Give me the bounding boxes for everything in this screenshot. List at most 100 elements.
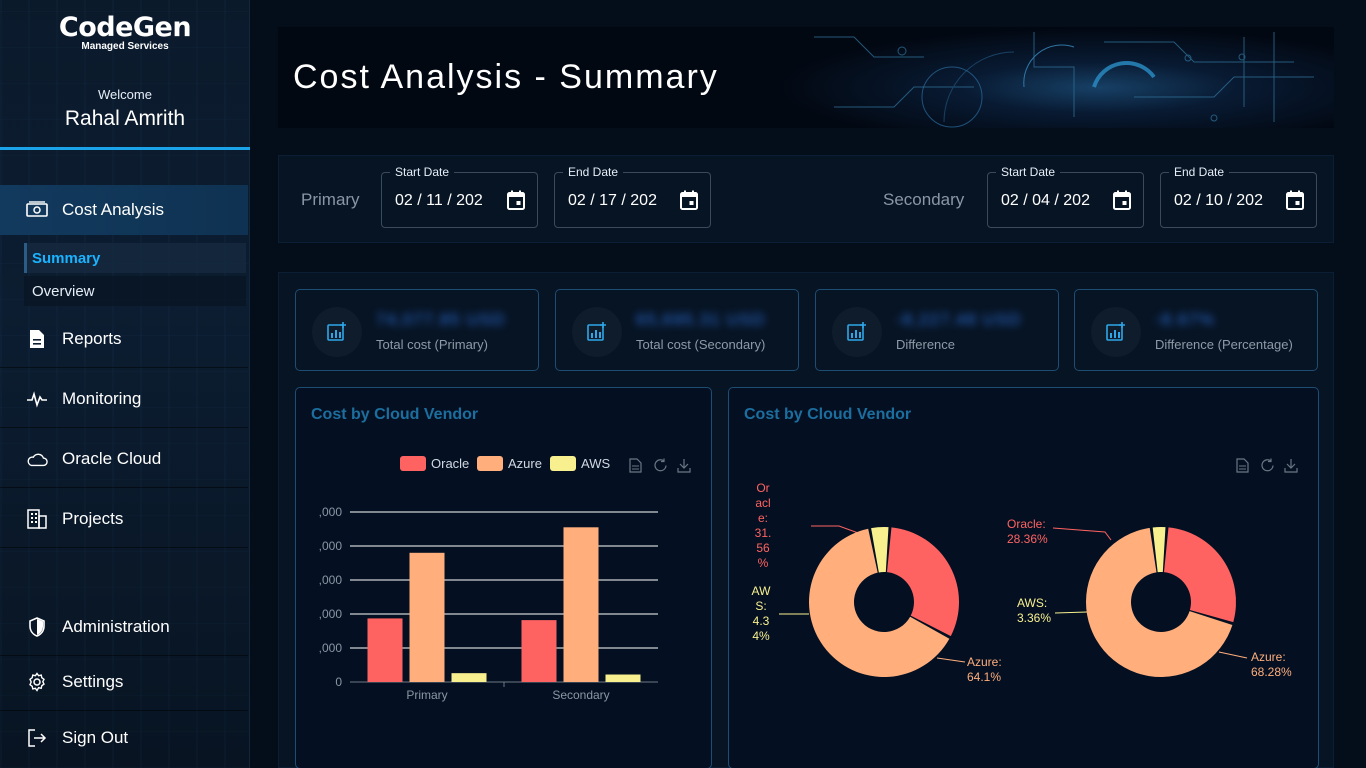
pie-slice-azure[interactable] — [809, 528, 950, 677]
pie-slice-oracle[interactable] — [1163, 527, 1236, 623]
chart-toolbox — [1236, 458, 1299, 473]
legend-label: Oracle — [431, 456, 470, 471]
money-icon — [26, 199, 48, 221]
secondary-start-date-value[interactable]: 02 / 04 / 202 — [1001, 192, 1090, 209]
gear-icon — [26, 671, 48, 693]
brand-logo[interactable]: CodeGen Managed Services — [0, 12, 250, 52]
primary-start-date-field[interactable]: Start Date 02 / 11 / 202 — [381, 165, 538, 228]
calendar-icon[interactable] — [680, 190, 698, 210]
primary-label: Primary — [301, 190, 360, 209]
page-header-banner: Cost Analysis - Summary — [278, 27, 1334, 128]
secondary-end-date-value[interactable]: 02 / 10 / 202 — [1174, 192, 1263, 209]
pie-chart-plot: Or acl e: 31. 56 % Azure: 64.1% AW S: 4.3 4% Oracle:… — [752, 481, 1292, 684]
legend-item-azure[interactable]: Azure — [477, 456, 542, 471]
calendar-icon[interactable] — [1113, 190, 1131, 210]
pie-slice-aws[interactable] — [871, 527, 889, 573]
bar-aws-secondary[interactable] — [605, 674, 641, 682]
kpi-value: 74,077.85 USD — [376, 310, 506, 329]
kpi-label: Difference — [896, 337, 956, 352]
field-label: End Date — [563, 165, 624, 179]
sidebar-item-cost-analysis[interactable]: Cost Analysis — [0, 185, 248, 235]
restore-icon[interactable] — [1260, 458, 1275, 473]
primary-end-date-field[interactable]: End Date 02 / 17 / 202 — [554, 165, 711, 228]
sidebar-item-oracle-cloud[interactable]: Oracle Cloud — [0, 434, 248, 488]
page-title: Cost Analysis - Summary — [293, 58, 719, 96]
sidebar-item-reports[interactable]: Reports — [0, 314, 248, 368]
chart-add-icon — [572, 307, 622, 357]
bar-aws-primary[interactable] — [451, 673, 487, 682]
bar-chart-panel: Cost by Cloud Vendor Oracle Azure AWS ,0… — [295, 387, 712, 768]
data-view-icon[interactable] — [1236, 458, 1251, 473]
sidebar-item-label: Oracle Cloud — [62, 449, 162, 468]
main-content: Cost Analysis - Summary Primary Start Da… — [252, 0, 1366, 768]
bar-azure-secondary[interactable] — [563, 527, 599, 682]
document-icon — [26, 328, 48, 350]
sidebar-item-label: Reports — [62, 329, 122, 348]
x-tick-label: Primary — [406, 688, 447, 702]
sidebar-item-monitoring[interactable]: Monitoring — [0, 374, 248, 428]
calendar-icon[interactable] — [1286, 190, 1304, 210]
secondary-end-date-field[interactable]: End Date 02 / 10 / 202 — [1160, 165, 1317, 228]
pie-label-aws: AW S: 4.3 4% — [752, 584, 772, 643]
data-view-icon[interactable] — [629, 458, 644, 473]
label-leader-line — [811, 525, 862, 535]
bar-oracle-primary[interactable] — [367, 618, 403, 682]
primary-end-date-value[interactable]: 02 / 17 / 202 — [568, 192, 657, 209]
kpi-card-total-primary: 74,077.85 USD Total cost (Primary) — [295, 289, 539, 371]
download-icon[interactable] — [677, 458, 692, 473]
chart-add-icon — [312, 307, 362, 357]
legend-item-oracle[interactable]: Oracle — [400, 456, 469, 471]
sidebar-item-label: Sign Out — [62, 728, 129, 747]
pie-slice-aws[interactable] — [1152, 527, 1166, 573]
download-icon[interactable] — [1284, 458, 1299, 473]
user-name: Rahal Amrith — [64, 107, 186, 130]
pie-slice-oracle[interactable] — [886, 527, 959, 637]
legend-swatch — [477, 456, 503, 471]
calendar-icon[interactable] — [507, 190, 525, 210]
building-icon — [26, 508, 48, 530]
sidebar-subitem-overview[interactable]: Overview — [24, 276, 246, 306]
bar-oracle-secondary[interactable] — [521, 620, 557, 682]
kpi-card-difference: -8,227.48 USD Difference — [815, 289, 1059, 371]
chart-title: Cost by Cloud Vendor — [744, 406, 912, 423]
legend-item-aws[interactable]: AWS — [550, 456, 610, 471]
pie-label-oracle: Oracle: 28.36% — [1007, 517, 1048, 546]
chart-title: Cost by Cloud Vendor — [311, 406, 479, 423]
label-leader-line — [1054, 611, 1088, 614]
legend-label: Azure — [508, 456, 542, 471]
kpi-value: 65,695.31 USD — [636, 310, 766, 329]
secondary-start-date-field[interactable]: Start Date 02 / 04 / 202 — [987, 165, 1144, 228]
pie-label-azure: Azure: 68.28% — [1251, 650, 1292, 679]
legend-label: AWS — [581, 456, 611, 471]
x-tick-label: Secondary — [552, 688, 609, 702]
kpi-label: Difference (Percentage) — [1155, 337, 1293, 352]
field-label: Start Date — [996, 165, 1061, 179]
label-leader-line — [936, 657, 966, 663]
pie-chart-panel: Cost by Cloud Vendor Or acl e: 31. 56% Azure:… — [728, 387, 1319, 768]
cloud-icon — [26, 448, 48, 470]
date-filter-panel: Primary Start Date 02 / 11 / 202 End Dat… — [278, 155, 1334, 243]
bar-chart-plot: ,000 ,000 ,000 ,000 ,000 0 Primary Secondary — [319, 505, 658, 702]
sidebar-item-settings[interactable]: Settings — [0, 657, 248, 711]
bar-azure-primary[interactable] — [409, 552, 445, 682]
sidebar-item-administration[interactable]: Administration — [0, 602, 248, 656]
sidebar: CodeGen Managed Services Welcome Rahal A… — [0, 0, 250, 768]
sidebar-item-sign-out[interactable]: Sign Out — [0, 713, 248, 763]
restore-icon[interactable] — [653, 458, 668, 473]
pie-slice-azure[interactable] — [1086, 527, 1233, 677]
pie-label-aws: AWS: 3.36% — [1017, 596, 1051, 625]
kpi-label: Total cost (Primary) — [376, 337, 488, 352]
kpi-value: -8,227.48 USD — [896, 310, 1022, 329]
kpi-value: -8.67% — [1155, 310, 1215, 329]
field-label: Start Date — [390, 165, 455, 179]
primary-start-date-value[interactable]: 02 / 11 / 202 — [395, 192, 483, 209]
legend-swatch — [550, 456, 576, 471]
sidebar-subitem-summary[interactable]: Summary — [24, 243, 246, 273]
y-tick-label: ,000 — [319, 641, 343, 655]
sidebar-item-projects[interactable]: Projects — [0, 494, 248, 548]
brand-tagline: Managed Services — [81, 41, 169, 52]
field-label: End Date — [1169, 165, 1230, 179]
shield-icon — [26, 616, 48, 638]
pie-label-azure: Azure: 64.1% — [967, 655, 1002, 684]
label-leader-line — [1218, 651, 1248, 659]
